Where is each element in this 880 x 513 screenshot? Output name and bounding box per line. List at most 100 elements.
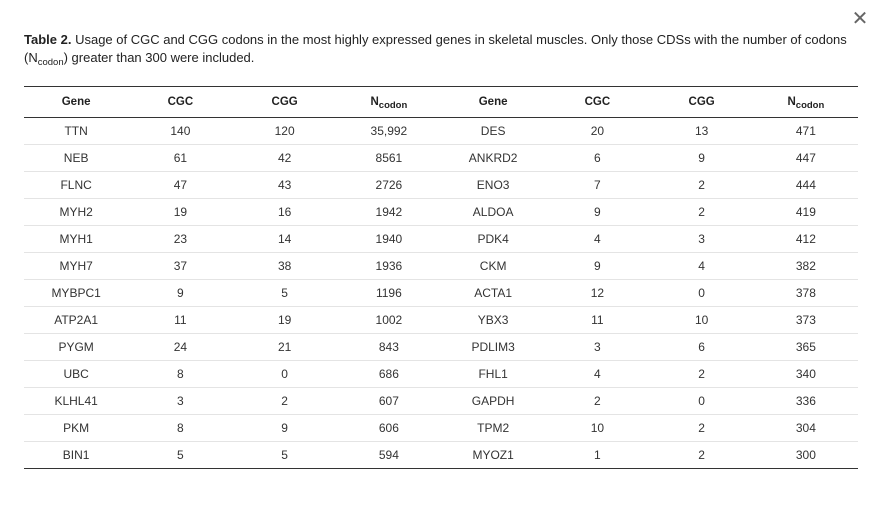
table-cell: 447	[753, 144, 858, 172]
caption-label: Table 2.	[24, 32, 72, 47]
table-cell: MYOZ1	[441, 441, 546, 469]
table-cell: 24	[128, 333, 233, 361]
column-header: CGG	[650, 87, 754, 118]
table-cell: 2	[649, 441, 754, 469]
table-row: KLHL41 3 2 607 GAPDH 2 0 336	[24, 387, 858, 415]
table-row: PKM 8 9 606 TPM2 10 2 304	[24, 414, 858, 442]
table-cell: 20	[545, 117, 650, 145]
table-cell: 0	[649, 387, 754, 415]
codon-usage-table: Gene CGC CGG Ncodon Gene CGC CGG Ncodon TTN 140 1…	[24, 86, 858, 469]
table-cell: TPM2	[441, 414, 546, 442]
table-cell: 378	[753, 279, 858, 307]
column-header: CGG	[233, 87, 337, 118]
table-cell: NEB	[24, 144, 129, 172]
table-cell: 1002	[336, 306, 441, 334]
table-cell: 373	[753, 306, 858, 334]
table-cell: 340	[753, 360, 858, 388]
table-cell: 5	[232, 441, 337, 469]
column-header: Gene	[441, 87, 545, 118]
table-cell: 300	[753, 441, 858, 469]
table-cell: 606	[336, 414, 441, 442]
table-cell: UBC	[24, 360, 129, 388]
table-cell: 471	[753, 117, 858, 145]
table-cell: GAPDH	[441, 387, 546, 415]
table-cell: YBX3	[441, 306, 546, 334]
column-header-label: Gene	[61, 96, 91, 108]
table-cell: 21	[232, 333, 337, 361]
table-cell: DES	[441, 117, 546, 145]
table-cell: 43	[232, 171, 337, 199]
table-cell: 8	[128, 414, 233, 442]
column-header-label: CGC	[167, 96, 194, 108]
table-cell: 594	[336, 441, 441, 469]
table-cell: 6	[649, 333, 754, 361]
table-cell: 2726	[336, 171, 441, 199]
table-row: MYH1 23 14 1940 PDK4 4 3 412	[24, 225, 858, 253]
table-cell: 12	[545, 279, 650, 307]
table-cell: 2	[649, 414, 754, 442]
table-cell: 35,992	[336, 117, 441, 145]
table-cell: FHL1	[441, 360, 546, 388]
table-cell: 4	[545, 225, 650, 253]
column-header-subscript: codon	[795, 100, 825, 111]
table-cell: 304	[753, 414, 858, 442]
table-cell: 5	[128, 441, 233, 469]
table-cell: 1196	[336, 279, 441, 307]
table-row: TTN 140 120 35,992 DES 20 13 471	[24, 117, 858, 145]
table-cell: 1936	[336, 252, 441, 280]
table-row: BIN1 5 5 594 MYOZ1 1 2 300	[24, 441, 858, 469]
table-cell: 3	[545, 333, 650, 361]
table-cell: ENO3	[441, 171, 546, 199]
column-header: Gene	[24, 87, 128, 118]
table-row: ATP2A1 11 19 1002 YBX3 11 10 373	[24, 306, 858, 334]
table-cell: ALDOA	[441, 198, 546, 226]
caption-text-end: ) greater than 300 were included.	[63, 50, 255, 65]
table-cell: ANKRD2	[441, 144, 546, 172]
table-row: PYGM 24 21 843 PDLIM3 3 6 365	[24, 333, 858, 361]
table-cell: 9	[545, 252, 650, 280]
table-cell: 11	[128, 306, 233, 334]
table-cell: 10	[545, 414, 650, 442]
table-cell: 0	[649, 279, 754, 307]
table-row: UBC 8 0 686 FHL1 4 2 340	[24, 360, 858, 388]
table-cell: 444	[753, 171, 858, 199]
table-cell: FLNC	[24, 171, 129, 199]
close-icon[interactable]: ✕	[851, 8, 869, 30]
table-cell: 4	[545, 360, 650, 388]
table-cell: 336	[753, 387, 858, 415]
table-cell: 120	[232, 117, 337, 145]
table-cell: 3	[649, 225, 754, 253]
table-cell: MYBPC1	[24, 279, 129, 307]
table-row: MYH7 37 38 1936 CKM 9 4 382	[24, 252, 858, 280]
table-cell: MYH7	[24, 252, 129, 280]
table-cell: 1940	[336, 225, 441, 253]
table-cell: 19	[128, 198, 233, 226]
column-header-label: N	[370, 96, 379, 108]
table-cell: 686	[336, 360, 441, 388]
column-header: Ncodon	[337, 87, 441, 118]
data-table-container: Gene CGC CGG Ncodon Gene CGC CGG Ncodon TTN 140 1…	[24, 86, 858, 469]
table-cell: 4	[649, 252, 754, 280]
table-cell: 2	[649, 360, 754, 388]
table-cell: 140	[128, 117, 233, 145]
table-cell: 9	[232, 414, 337, 442]
table-cell: 2	[545, 387, 650, 415]
table-cell: TTN	[24, 117, 129, 145]
table-cell: 37	[128, 252, 233, 280]
table-cell: 6	[545, 144, 650, 172]
table-cell: 7	[545, 171, 650, 199]
table-cell: 8	[128, 360, 233, 388]
table-row: FLNC 47 43 2726 ENO3 7 2 444	[24, 171, 858, 199]
table-header-row: Gene CGC CGG Ncodon Gene CGC CGG Ncodon	[24, 86, 858, 118]
table-cell: 9	[545, 198, 650, 226]
table-cell: 2	[649, 198, 754, 226]
table-cell: MYH1	[24, 225, 129, 253]
table-cell: BIN1	[24, 441, 129, 469]
column-header-subscript: codon	[378, 100, 408, 111]
table-cell: 38	[232, 252, 337, 280]
table-cell: 365	[753, 333, 858, 361]
table-row: NEB 61 42 8561 ANKRD2 6 9 447	[24, 144, 858, 172]
table-caption: Table 2. Usage of CGC and CGG codons in …	[24, 31, 850, 67]
table-cell: 19	[232, 306, 337, 334]
